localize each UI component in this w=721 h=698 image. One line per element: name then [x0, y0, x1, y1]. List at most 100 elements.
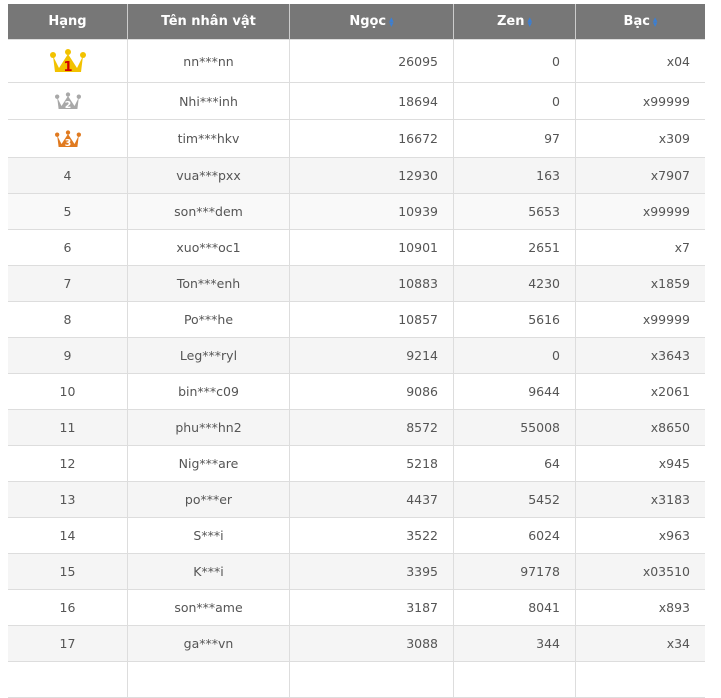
table-header: Hạng Tên nhân vật Ngọc ▴ ▾ Zen ▴ ▾ Bạc ▴ ▾	[8, 4, 705, 40]
table-row: 8 Po***he 10857 5616 x99999	[8, 301, 705, 338]
svg-text:1: 1	[63, 60, 72, 74]
table-row: 13 po***er 4437 5452 x3183	[8, 481, 705, 518]
zen-value: 5452	[453, 481, 576, 518]
character-name: ga***vn	[127, 625, 290, 662]
sort-icon[interactable]: ▴ ▾	[652, 14, 658, 30]
header-bac[interactable]: Bạc ▴ ▾	[575, 4, 705, 40]
zen-value: 55008	[453, 409, 576, 446]
header-name: Tên nhân vật	[127, 4, 290, 40]
character-name: vua***pxx	[127, 157, 290, 194]
bac-value: x2061	[575, 373, 705, 410]
header-rank: Hạng	[8, 4, 128, 40]
rank-cell: 4	[8, 157, 128, 194]
character-name: Nhi***inh	[127, 82, 290, 120]
rank-cell: 13	[8, 481, 128, 518]
zen-value: 0	[453, 337, 576, 374]
zen-value: 0	[453, 82, 576, 120]
table-row: 5 son***dem 10939 5653 x99999	[8, 193, 705, 230]
character-name: Leg***ryl	[127, 337, 290, 374]
ngoc-value: 26095	[289, 39, 454, 83]
rank-cell: 14	[8, 517, 128, 554]
rank-cell: 2	[8, 82, 128, 120]
bac-value: x893	[575, 589, 705, 626]
character-name: Nig***are	[127, 445, 290, 482]
zen-value: 8041	[453, 589, 576, 626]
character-name: po***er	[127, 481, 290, 518]
rank-cell: 6	[8, 229, 128, 266]
bac-value: x34	[575, 625, 705, 662]
crown-icon: 2	[54, 92, 81, 111]
zen-value: 97178	[453, 553, 576, 590]
crown-icon: 3	[54, 129, 81, 149]
ngoc-value: 18694	[289, 82, 454, 120]
ngoc-value: 16672	[289, 119, 454, 158]
rank-cell: 12	[8, 445, 128, 482]
ngoc-value: 3088	[289, 625, 454, 662]
zen-value: 2651	[453, 229, 576, 266]
character-name: son***ame	[127, 589, 290, 626]
ngoc-value: 5218	[289, 445, 454, 482]
header-zen[interactable]: Zen ▴ ▾	[453, 4, 576, 40]
zen-value: 163	[453, 157, 576, 194]
bac-value: x04	[575, 39, 705, 83]
character-name: bin***c09	[127, 373, 290, 410]
ngoc-value: 10857	[289, 301, 454, 338]
character-name: son***dem	[127, 193, 290, 230]
rank-cell: 17	[8, 625, 128, 662]
rank-cell: 1	[8, 39, 128, 83]
character-name: xuo***oc1	[127, 229, 290, 266]
sort-icon[interactable]: ▴ ▾	[527, 14, 533, 30]
bac-value: x1859	[575, 265, 705, 302]
bac-value: x963	[575, 517, 705, 554]
table-row	[8, 661, 705, 698]
table-row: 14 S***i 3522 6024 x963	[8, 517, 705, 554]
zen-value: 4230	[453, 265, 576, 302]
ngoc-value: 4437	[289, 481, 454, 518]
table-row: 11 phu***hn2 8572 55008 x8650	[8, 409, 705, 446]
character-name: tim***hkv	[127, 119, 290, 158]
table-row: 6 xuo***oc1 10901 2651 x7	[8, 229, 705, 266]
character-name: K***i	[127, 553, 290, 590]
character-name: S***i	[127, 517, 290, 554]
table-row: 9 Leg***ryl 9214 0 x3643	[8, 337, 705, 374]
rank-cell: 7	[8, 265, 128, 302]
table-row: 16 son***ame 3187 8041 x893	[8, 589, 705, 626]
zen-value: 9644	[453, 373, 576, 410]
rank-cell: 3	[8, 119, 128, 158]
character-name: nn***nn	[127, 39, 290, 83]
ngoc-value: 10901	[289, 229, 454, 266]
zen-value: 5653	[453, 193, 576, 230]
character-name: Ton***enh	[127, 265, 290, 302]
bac-value: x99999	[575, 193, 705, 230]
zen-value: 6024	[453, 517, 576, 554]
zen-value: 97	[453, 119, 576, 158]
character-name: Po***he	[127, 301, 290, 338]
ranking-table: Hạng Tên nhân vật Ngọc ▴ ▾ Zen ▴ ▾ Bạc ▴ ▾ 1 nn…	[8, 4, 705, 698]
svg-text:2: 2	[64, 100, 71, 111]
character-name: phu***hn2	[127, 409, 290, 446]
zen-value: 5616	[453, 301, 576, 338]
table-row: 3 tim***hkv 16672 97 x309	[8, 119, 705, 158]
ngoc-value: 3395	[289, 553, 454, 590]
table-row: 2 Nhi***inh 18694 0 x99999	[8, 82, 705, 120]
bac-value: x7	[575, 229, 705, 266]
ngoc-value: 9086	[289, 373, 454, 410]
table-row: 4 vua***pxx 12930 163 x7907	[8, 157, 705, 194]
bac-value: x03510	[575, 553, 705, 590]
table-row: 7 Ton***enh 10883 4230 x1859	[8, 265, 705, 302]
table-row: 12 Nig***are 5218 64 x945	[8, 445, 705, 482]
ngoc-value: 12930	[289, 157, 454, 194]
ngoc-value: 9214	[289, 337, 454, 374]
bac-value: x7907	[575, 157, 705, 194]
ngoc-value: 10939	[289, 193, 454, 230]
rank-cell: 9	[8, 337, 128, 374]
sort-icon[interactable]: ▴ ▾	[389, 14, 394, 30]
zen-value: 344	[453, 625, 576, 662]
ngoc-value: 3187	[289, 589, 454, 626]
crown-icon: 1	[49, 49, 86, 74]
table-row: 17 ga***vn 3088 344 x34	[8, 625, 705, 662]
table-row: 15 K***i 3395 97178 x03510	[8, 553, 705, 590]
header-ngoc[interactable]: Ngọc ▴ ▾	[289, 4, 454, 40]
bac-value: x309	[575, 119, 705, 158]
zen-value: 64	[453, 445, 576, 482]
